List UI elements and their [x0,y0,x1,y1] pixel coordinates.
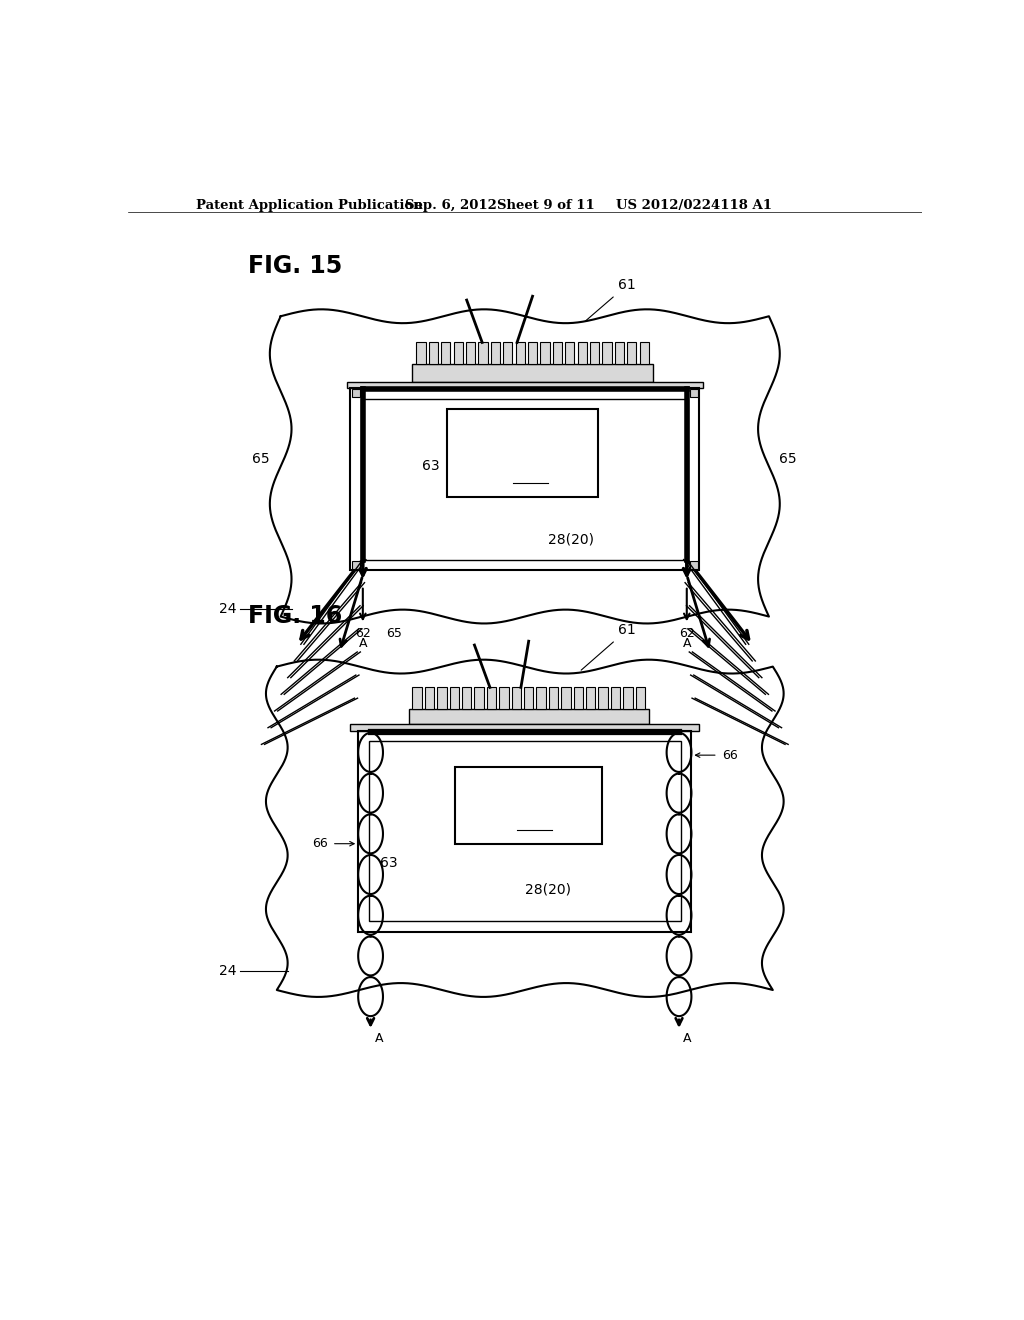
Text: 61: 61 [585,279,636,321]
Bar [636,688,645,709]
Bar [553,342,562,364]
Bar [474,688,483,709]
Text: 28(20): 28(20) [525,883,571,896]
Text: A: A [375,1032,383,1045]
Text: 65: 65 [779,451,797,466]
Bar [537,688,546,709]
Bar [437,688,446,709]
Text: A: A [358,638,367,651]
Text: FIG. 15: FIG. 15 [248,253,342,277]
Bar [350,725,699,730]
Bar [429,342,438,364]
Bar [500,688,509,709]
Bar [690,561,697,569]
Text: 65: 65 [386,627,401,640]
Text: 66: 66 [312,837,328,850]
Bar [413,364,652,381]
Bar [417,342,426,364]
Bar [528,342,538,364]
Bar [413,688,422,709]
Bar [503,342,512,364]
Bar [409,709,649,725]
Bar [478,342,487,364]
Text: US 2012/0224118 A1: US 2012/0224118 A1 [616,199,772,213]
Text: FIG. 16: FIG. 16 [248,605,342,628]
Bar [369,742,681,921]
Text: 63: 63 [422,459,439,474]
Bar [361,399,688,560]
Bar [573,688,583,709]
Bar [490,342,500,364]
Bar [512,688,521,709]
Bar [350,388,699,570]
Bar [358,730,691,932]
Bar [352,561,359,569]
Bar [515,342,524,364]
Bar [486,688,496,709]
Text: 24: 24 [219,964,237,978]
Text: 66: 66 [722,748,737,762]
Text: 62: 62 [355,627,371,640]
Text: Sep. 6, 2012: Sep. 6, 2012 [406,199,498,213]
Bar [450,688,459,709]
Text: 61: 61 [582,623,636,671]
Bar [425,688,434,709]
Bar [565,342,574,364]
Bar [690,389,697,397]
Bar [346,381,703,388]
Text: Sheet 9 of 11: Sheet 9 of 11 [497,199,595,213]
Bar [561,688,570,709]
Bar [462,688,471,709]
Bar [624,688,633,709]
Text: 24: 24 [219,602,237,616]
Bar [455,767,602,843]
Bar [611,688,621,709]
Bar [549,688,558,709]
Text: A: A [683,1032,691,1045]
Text: A: A [683,638,691,651]
Bar [598,688,607,709]
Bar [602,342,611,364]
Text: Patent Application Publication: Patent Application Publication [197,199,423,213]
Bar [352,389,359,397]
Bar [524,688,534,709]
Bar [466,342,475,364]
Text: 62: 62 [679,627,694,640]
Bar [590,342,599,364]
Bar [447,409,598,498]
Bar [586,688,595,709]
Bar [578,342,587,364]
Text: 28(20): 28(20) [548,532,594,546]
Bar [541,342,550,364]
Bar [640,342,649,364]
Text: 63: 63 [380,855,397,870]
Bar [614,342,624,364]
Bar [454,342,463,364]
Bar [441,342,451,364]
Text: 65: 65 [253,451,270,466]
Bar [627,342,636,364]
